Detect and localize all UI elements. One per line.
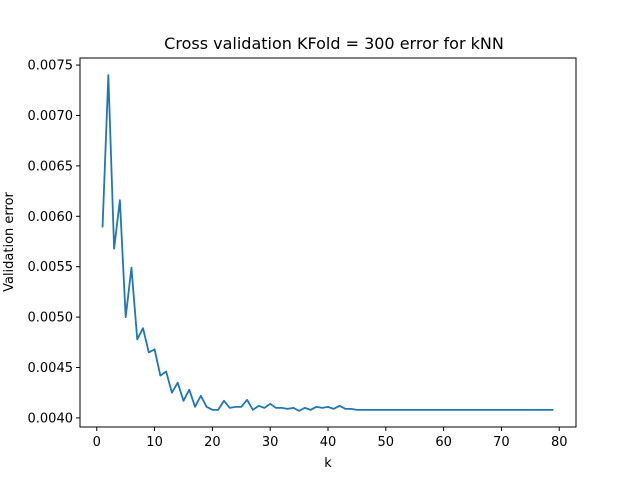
plot-area [79, 57, 577, 428]
y-tick-label: 0.0045 [28, 361, 74, 376]
x-axis: 0 10 20 30 40 50 60 70 80 [93, 427, 568, 450]
x-tick-label: 40 [320, 435, 337, 450]
chart-title: Cross validation KFold = 300 error for k… [164, 34, 504, 53]
y-tick-label: 0.0060 [28, 210, 74, 225]
x-tick-label: 20 [204, 435, 221, 450]
y-tick-label: 0.0055 [28, 260, 74, 275]
y-axis: 0.0040 0.0045 0.0050 0.0055 0.0060 0.0065 0.00… [28, 59, 80, 426]
y-axis-label: Validation error [2, 191, 17, 291]
x-tick-label: 80 [551, 435, 568, 450]
x-tick-label: 0 [93, 435, 101, 450]
y-tick-label: 0.0050 [28, 311, 74, 326]
x-tick-label: 30 [262, 435, 279, 450]
x-tick-label: 70 [493, 435, 510, 450]
x-tick-label: 60 [435, 435, 452, 450]
y-tick-label: 0.0040 [28, 411, 74, 426]
x-axis-label: k [324, 456, 332, 471]
y-tick-label: 0.0075 [28, 59, 74, 74]
series-line-validation-error [101, 74, 554, 412]
x-tick-label: 50 [378, 435, 395, 450]
y-tick-label: 0.0065 [28, 159, 74, 174]
y-tick-label: 0.0070 [28, 109, 74, 124]
x-tick-label: 10 [146, 435, 163, 450]
